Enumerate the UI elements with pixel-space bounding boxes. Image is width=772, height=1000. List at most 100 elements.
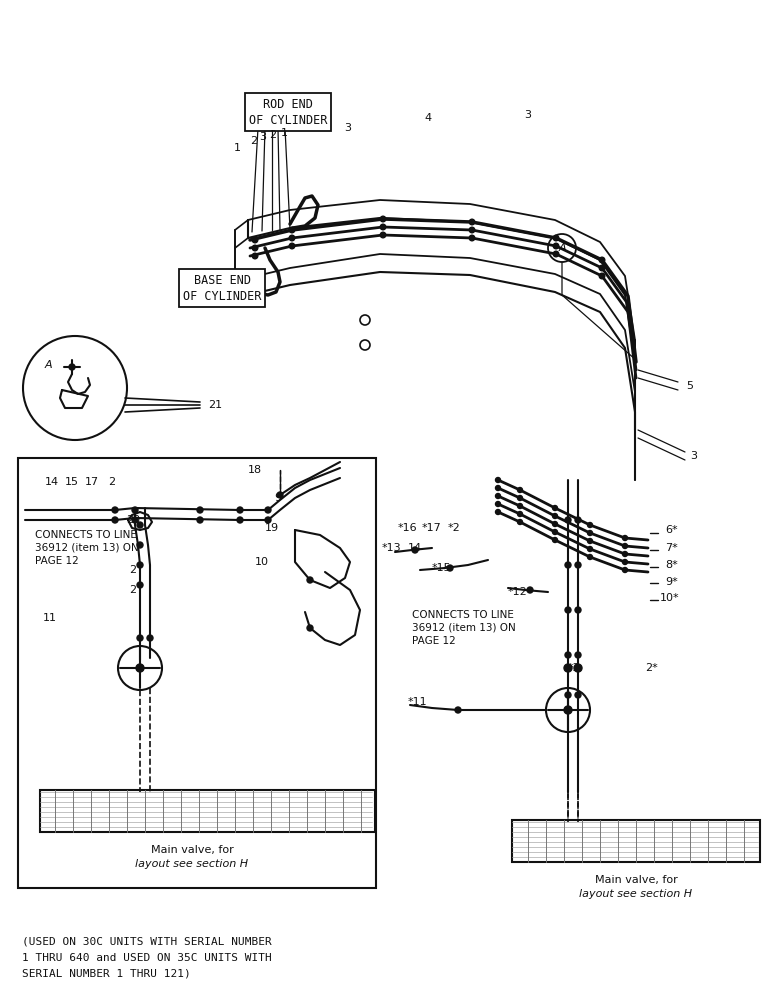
Circle shape — [622, 544, 628, 548]
Circle shape — [237, 507, 243, 513]
Text: 2: 2 — [269, 130, 276, 140]
Circle shape — [553, 530, 557, 534]
Circle shape — [622, 536, 628, 540]
Text: 3: 3 — [344, 123, 351, 133]
Circle shape — [565, 652, 571, 658]
Text: CONNECTS TO LINE
36912 (item 13) ON
PAGE 12: CONNECTS TO LINE 36912 (item 13) ON PAGE… — [412, 610, 516, 646]
Circle shape — [469, 219, 475, 225]
Circle shape — [112, 507, 118, 513]
Circle shape — [587, 530, 592, 536]
Circle shape — [587, 538, 592, 544]
Text: layout see section H: layout see section H — [580, 889, 692, 899]
Text: 1 THRU 640 and USED ON 35C UNITS WITH: 1 THRU 640 and USED ON 35C UNITS WITH — [22, 953, 272, 963]
Text: 9: 9 — [274, 493, 282, 503]
Circle shape — [587, 546, 592, 552]
Text: ROD END
OF CYLINDER: ROD END OF CYLINDER — [249, 98, 327, 126]
Text: Main valve, for: Main valve, for — [594, 875, 677, 885]
Circle shape — [575, 562, 581, 568]
Circle shape — [380, 232, 386, 238]
Circle shape — [290, 227, 295, 233]
Circle shape — [265, 507, 271, 513]
Text: 14: 14 — [408, 543, 422, 553]
Circle shape — [137, 522, 143, 528]
Circle shape — [137, 562, 143, 568]
Text: *12: *12 — [508, 587, 528, 597]
Circle shape — [137, 635, 143, 641]
FancyBboxPatch shape — [18, 458, 376, 888]
Circle shape — [554, 251, 559, 257]
Circle shape — [252, 245, 258, 251]
Circle shape — [622, 552, 628, 556]
Circle shape — [622, 560, 628, 564]
Text: 2: 2 — [130, 585, 137, 595]
Text: *17: *17 — [422, 523, 442, 533]
Circle shape — [290, 243, 295, 249]
Text: Main valve, for: Main valve, for — [151, 845, 233, 855]
Circle shape — [137, 582, 143, 588]
Circle shape — [517, 504, 523, 508]
Circle shape — [307, 577, 313, 583]
Text: 18: 18 — [248, 465, 262, 475]
Text: 2*: 2* — [645, 663, 658, 673]
Circle shape — [307, 625, 313, 631]
Circle shape — [69, 364, 75, 370]
Circle shape — [447, 565, 453, 571]
Circle shape — [265, 517, 271, 523]
Text: 1: 1 — [233, 143, 241, 153]
Text: 8*: 8* — [665, 560, 678, 570]
Circle shape — [496, 502, 500, 506]
Circle shape — [496, 493, 500, 498]
Circle shape — [132, 507, 138, 513]
Text: 7*: 7* — [665, 543, 678, 553]
Text: 9*: 9* — [665, 577, 678, 587]
Text: 4: 4 — [425, 113, 432, 123]
Circle shape — [455, 707, 461, 713]
Circle shape — [137, 542, 143, 548]
Text: 14: 14 — [45, 477, 59, 487]
Text: 2: 2 — [130, 565, 137, 575]
Text: *16: *16 — [398, 523, 418, 533]
Circle shape — [496, 478, 500, 483]
Text: 2: 2 — [108, 477, 116, 487]
Text: *11: *11 — [408, 697, 428, 707]
Text: 19: 19 — [265, 523, 279, 533]
Circle shape — [496, 486, 500, 490]
Circle shape — [517, 520, 523, 524]
Text: 10*: 10* — [660, 593, 679, 603]
Circle shape — [565, 607, 571, 613]
Circle shape — [599, 257, 604, 263]
Circle shape — [380, 224, 386, 230]
Circle shape — [197, 507, 203, 513]
Circle shape — [575, 652, 581, 658]
Text: 5: 5 — [686, 381, 693, 391]
Circle shape — [553, 514, 557, 518]
Circle shape — [599, 265, 604, 271]
Circle shape — [360, 315, 370, 325]
Circle shape — [575, 692, 581, 698]
Text: SERIAL NUMBER 1 THRU 121): SERIAL NUMBER 1 THRU 121) — [22, 969, 191, 979]
Text: A: A — [44, 360, 52, 370]
Circle shape — [575, 607, 581, 613]
Circle shape — [360, 340, 370, 350]
Circle shape — [197, 517, 203, 523]
Circle shape — [517, 495, 523, 500]
Circle shape — [290, 235, 295, 241]
Circle shape — [587, 522, 592, 528]
Text: A: A — [558, 243, 566, 253]
Text: layout see section H: layout see section H — [135, 859, 249, 869]
Text: 21: 21 — [208, 400, 222, 410]
Circle shape — [517, 512, 523, 516]
Text: 17: 17 — [85, 477, 99, 487]
Text: 3: 3 — [259, 132, 266, 142]
Text: 3: 3 — [690, 451, 697, 461]
Circle shape — [132, 517, 138, 523]
Circle shape — [517, 488, 523, 492]
Circle shape — [147, 635, 153, 641]
Circle shape — [380, 216, 386, 222]
Text: *2: *2 — [448, 523, 461, 533]
Circle shape — [412, 547, 418, 553]
Circle shape — [574, 664, 582, 672]
Circle shape — [469, 235, 475, 241]
Text: 15: 15 — [65, 477, 79, 487]
Circle shape — [565, 517, 571, 523]
